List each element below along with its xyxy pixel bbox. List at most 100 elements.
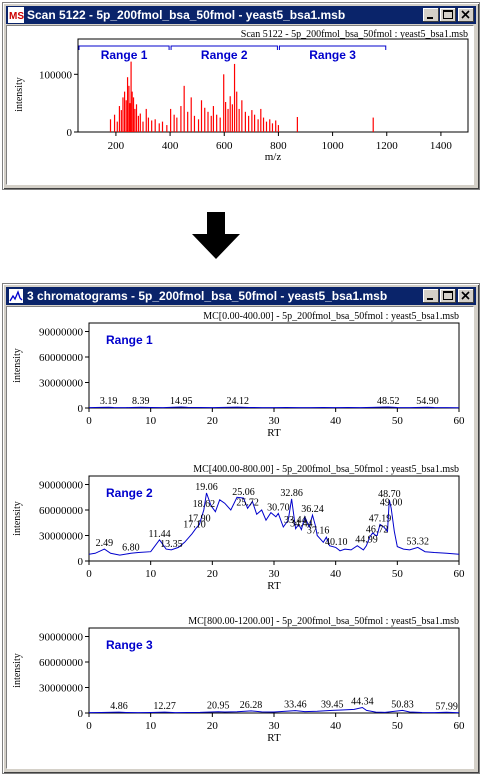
peak-label: 8.39 [132, 396, 150, 407]
x-tick-label: 200 [108, 140, 125, 152]
peak-label: 26.28 [240, 700, 263, 711]
peak-label: 46.72 [366, 525, 389, 536]
chromatogram-window: 3 chromatograms - 5p_200fmol_bsa_50fmol … [2, 283, 480, 774]
svg-text:MS: MS [9, 11, 24, 22]
peak-label: 20.95 [207, 701, 230, 712]
peak-label: 34.44 [290, 519, 313, 530]
chromatogram-trace [88, 406, 460, 409]
peak-label: 11.44 [148, 529, 170, 540]
chrom-app-icon [9, 289, 23, 303]
x-tick-label: 60 [454, 568, 466, 580]
chromatogram-panel-3: MC[800.00-1200.00] - 5p_200fmol_bsa_50fm… [12, 616, 465, 744]
x-tick-label: 40 [330, 568, 342, 580]
close-icon [461, 10, 470, 19]
close-button[interactable] [458, 8, 474, 22]
close-icon [461, 291, 470, 300]
peak-label: 40.10 [325, 537, 348, 548]
chromatogram-trace [88, 492, 460, 556]
y-tick-label: 90000000 [39, 480, 84, 492]
peak-label: 48.52 [377, 396, 400, 407]
range-label: Range 3 [106, 638, 153, 652]
scan-plot-title: Scan 5122 - 5p_200fmol_bsa_50fmol : yeas… [241, 29, 468, 40]
chrom-window-title: 3 chromatograms - 5p_200fmol_bsa_50fmol … [27, 289, 388, 303]
y-tick-label: 0 [78, 403, 84, 415]
peak-label: 36.24 [301, 504, 324, 515]
chrom-plot-area: MC[0.00-400.00] - 5p_200fmol_bsa_50fmol … [6, 306, 474, 769]
y-tick-label: 0 [78, 556, 84, 568]
x-tick-label: 20 [207, 720, 219, 732]
peak-label: 54.90 [416, 396, 439, 407]
y-axis-label: intensity [12, 653, 23, 687]
y-axis-label: intensity [12, 501, 23, 535]
x-tick-label: 0 [86, 720, 92, 732]
peak-label: 44.34 [351, 696, 374, 707]
maximize-button[interactable] [440, 289, 456, 303]
x-tick-label: 800 [270, 140, 287, 152]
peak-label: 49.00 [380, 497, 403, 508]
maximize-icon [443, 291, 453, 300]
minimize-button[interactable] [423, 8, 439, 22]
chromatogram-panel-2: MC[400.00-800.00] - 5p_200fmol_bsa_50fmo… [12, 464, 465, 592]
scan-window: MS Scan 5122 - 5p_200fmol_bsa_50fmol - y… [2, 2, 480, 190]
peak-label: 25.72 [236, 497, 259, 508]
close-button[interactable] [458, 289, 474, 303]
peak-label: 57.99 [435, 701, 458, 712]
chrom-plot-title: MC[800.00-1200.00] - 5p_200fmol_bsa_50fm… [188, 616, 459, 627]
peak-label: 17.10 [183, 519, 206, 530]
peak-label: 25.06 [232, 487, 255, 498]
x-tick-label: 1400 [430, 140, 453, 152]
x-tick-label: 400 [162, 140, 179, 152]
peak-label: 37.16 [307, 526, 330, 537]
peak-label: 14.95 [170, 396, 193, 407]
x-tick-label: 0 [86, 568, 92, 580]
x-tick-label: 30 [269, 568, 281, 580]
peak-label: 47.19 [369, 513, 392, 524]
range-bracket [278, 45, 387, 50]
peak-label: 39.45 [321, 699, 344, 710]
x-axis-label: RT [267, 580, 281, 592]
maximize-button[interactable] [440, 8, 456, 22]
x-tick-label: 1200 [376, 140, 399, 152]
x-tick-label: 50 [392, 415, 404, 427]
range-label: Range 1 [106, 333, 153, 347]
x-axis-label: RT [267, 732, 281, 744]
chrom-plot-title: MC[400.00-800.00] - 5p_200fmol_bsa_50fmo… [193, 464, 459, 475]
y-tick-label: 100000 [39, 69, 73, 81]
y-axis-label: intensity [14, 77, 25, 111]
peak-label: 6.80 [122, 542, 140, 553]
y-tick-label: 90000000 [39, 632, 84, 644]
peak-label: 13.35 [160, 539, 183, 550]
peak-label: 4.86 [110, 701, 128, 712]
scan-window-title: Scan 5122 - 5p_200fmol_bsa_50fmol - yeas… [27, 8, 346, 22]
minimize-button[interactable] [423, 289, 439, 303]
x-tick-label: 1000 [322, 140, 345, 152]
peak-label: 48.70 [378, 489, 401, 500]
peak-label: 18.62 [193, 499, 216, 510]
peak-label: 44.99 [355, 535, 378, 546]
peak-label: 33.44 [284, 515, 307, 526]
chromatogram-trace [88, 706, 460, 714]
x-tick-label: 50 [392, 720, 404, 732]
chrom-plot-title: MC[0.00-400.00] - 5p_200fmol_bsa_50fmol … [203, 311, 459, 322]
x-axis-label: RT [267, 427, 281, 439]
ms-app-icon: MS [8, 7, 24, 23]
peak-label: 33.46 [284, 700, 307, 711]
down-arrow-icon [192, 212, 240, 259]
y-tick-label: 60000000 [39, 352, 84, 364]
chrom-window-titlebar[interactable]: 3 chromatograms - 5p_200fmol_bsa_50fmol … [6, 287, 476, 305]
range-label: Range 3 [309, 48, 356, 62]
peak-label: 19.06 [195, 482, 218, 493]
x-tick-label: 40 [330, 720, 342, 732]
y-tick-label: 0 [67, 127, 73, 139]
peak-label: 17.90 [188, 513, 211, 524]
y-tick-label: 60000000 [39, 505, 84, 517]
peak-label: 12.27 [153, 701, 176, 712]
y-tick-label: 30000000 [39, 683, 84, 695]
y-tick-label: 30000000 [39, 378, 84, 390]
minimize-icon [427, 298, 433, 300]
x-tick-label: 20 [207, 415, 219, 427]
x-tick-label: 10 [145, 415, 157, 427]
maximize-icon [443, 10, 453, 19]
scan-window-titlebar[interactable]: MS Scan 5122 - 5p_200fmol_bsa_50fmol - y… [6, 6, 476, 24]
peak-label: 3.19 [100, 396, 118, 407]
